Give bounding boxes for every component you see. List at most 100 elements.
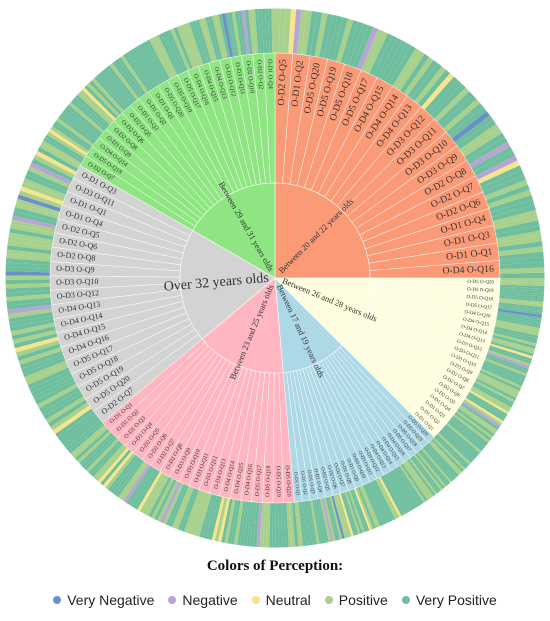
perception-slice[interactable] [243, 501, 252, 547]
age-group-slice[interactable] [179, 230, 276, 340]
perception-slice[interactable] [238, 10, 248, 56]
perception-slice[interactable] [5, 283, 51, 289]
perception-slice[interactable] [371, 480, 394, 522]
perception-slice[interactable] [125, 465, 154, 505]
perception-slice[interactable] [224, 12, 236, 57]
perception-slice[interactable] [454, 412, 492, 441]
perception-slice[interactable] [482, 364, 525, 384]
perception-slice[interactable] [407, 458, 436, 497]
perception-slice[interactable] [246, 501, 255, 547]
perception-slice[interactable] [5, 279, 51, 285]
perception-slice[interactable] [57, 411, 96, 442]
perception-slice[interactable] [151, 477, 175, 520]
perception-slice[interactable] [361, 28, 384, 72]
perception-slice[interactable] [392, 47, 421, 89]
perception-slice[interactable] [416, 451, 447, 488]
perception-slice[interactable] [131, 468, 158, 509]
perception-slice[interactable] [441, 427, 477, 460]
perception-slice[interactable] [27, 166, 71, 189]
perception-slice[interactable] [278, 502, 283, 548]
perception-slice[interactable] [34, 150, 77, 176]
perception-slice[interactable] [189, 491, 207, 536]
perception-slice[interactable] [431, 438, 465, 473]
perception-slice[interactable] [174, 486, 194, 530]
age-group-slice[interactable] [274, 277, 371, 346]
perception-slice[interactable] [268, 8, 273, 54]
perception-slice[interactable] [42, 137, 84, 164]
perception-slice[interactable] [189, 21, 207, 65]
perception-slice[interactable] [321, 497, 334, 543]
perception-slice[interactable] [93, 75, 127, 112]
perception-slice[interactable] [173, 26, 193, 70]
perception-slice[interactable] [11, 326, 57, 341]
perception-slice[interactable] [228, 11, 239, 57]
perception-slice[interactable] [483, 360, 527, 379]
perception-slice[interactable] [457, 119, 497, 150]
perception-slice[interactable] [487, 189, 532, 209]
perception-slice[interactable] [497, 235, 543, 248]
perception-slice[interactable] [8, 311, 54, 324]
perception-slice[interactable] [57, 114, 96, 145]
perception-slice[interactable] [382, 474, 406, 516]
perception-slice[interactable] [384, 473, 408, 515]
perception-slice[interactable] [399, 464, 426, 504]
perception-slice[interactable] [288, 8, 297, 54]
perception-slice[interactable] [63, 107, 101, 138]
perception-slice[interactable] [128, 49, 156, 89]
perception-slice[interactable] [475, 155, 518, 180]
perception-slice[interactable] [499, 256, 545, 265]
perception-slice[interactable] [6, 240, 53, 251]
perception-slice[interactable] [148, 476, 172, 518]
perception-slice[interactable] [467, 391, 508, 417]
perception-slice[interactable] [6, 301, 52, 311]
perception-slice[interactable] [199, 493, 215, 539]
perception-slice[interactable] [13, 206, 58, 223]
perception-slice[interactable] [395, 466, 423, 506]
perception-slice[interactable] [250, 502, 257, 548]
perception-slice[interactable] [440, 429, 476, 462]
perception-slice[interactable] [198, 18, 215, 63]
perception-slice[interactable] [482, 362, 526, 382]
perception-slice[interactable] [65, 419, 103, 452]
perception-slice[interactable] [134, 45, 161, 87]
perception-slice[interactable] [269, 502, 274, 548]
perception-slice[interactable] [97, 447, 130, 484]
perception-slice[interactable] [470, 387, 511, 413]
perception-slice[interactable] [494, 326, 539, 339]
perception-slice[interactable] [10, 219, 56, 233]
perception-slice[interactable] [499, 282, 545, 286]
perception-slice[interactable] [357, 26, 379, 71]
perception-slice[interactable] [32, 377, 75, 402]
perception-slice[interactable] [12, 329, 57, 345]
perception-slice[interactable] [68, 422, 105, 455]
perception-slice[interactable] [415, 452, 445, 490]
perception-slice[interactable] [477, 160, 521, 184]
perception-slice[interactable] [414, 65, 447, 105]
perception-slice[interactable] [499, 286, 545, 292]
perception-slice[interactable] [32, 154, 75, 179]
perception-slice[interactable] [211, 14, 225, 60]
perception-slice[interactable] [61, 109, 100, 140]
perception-slice[interactable] [43, 393, 84, 420]
perception-slice[interactable] [353, 488, 372, 531]
perception-slice[interactable] [390, 469, 417, 510]
perception-slice[interactable] [499, 267, 545, 274]
perception-slice[interactable] [481, 169, 525, 192]
perception-slice[interactable] [85, 438, 120, 473]
perception-slice[interactable] [348, 490, 366, 534]
perception-slice[interactable] [120, 462, 149, 502]
perception-slice[interactable] [491, 336, 536, 352]
perception-slice[interactable] [134, 469, 160, 511]
perception-slice[interactable] [92, 444, 126, 480]
perception-slice[interactable] [5, 258, 51, 266]
perception-slice[interactable] [459, 404, 499, 433]
perception-slice[interactable] [289, 502, 296, 548]
perception-slice[interactable] [275, 502, 280, 548]
perception-slice[interactable] [368, 481, 390, 524]
perception-slice[interactable] [498, 300, 544, 308]
perception-slice[interactable] [408, 457, 438, 496]
perception-slice[interactable] [283, 502, 289, 548]
perception-slice[interactable] [365, 30, 389, 74]
perception-slice[interactable] [310, 11, 323, 57]
perception-slice[interactable] [434, 87, 470, 123]
